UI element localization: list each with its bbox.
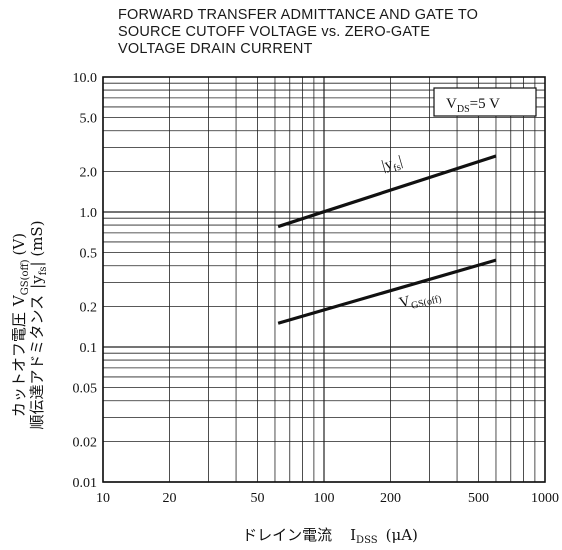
plot-frame <box>102 76 546 483</box>
y-tick-label: 5.0 <box>80 112 98 127</box>
y-axis-label-line-2-symbol: |y <box>28 275 46 289</box>
condition-box: VDS=5 V <box>433 87 537 117</box>
series-label-yfs-symbol: |y <box>380 156 395 174</box>
series-label-yfs: |yfs| <box>380 153 405 177</box>
chart-title-line-1: FORWARD TRANSFER ADMITTANCE AND GATE TO <box>118 7 479 23</box>
x-tick-label: 20 <box>163 491 177 506</box>
y-axis-label-line-2-jp: 順伝達アドミタンス <box>28 295 46 430</box>
y-tick-label: 0.05 <box>73 382 98 397</box>
x-axis-label-subscript: DSS <box>356 535 378 546</box>
y-axis-label-line-1-symbol: V <box>10 294 28 307</box>
series-line-yfs <box>277 154 497 229</box>
x-tick-label: 200 <box>380 491 401 506</box>
y-axis-label-line-1-unit: (V) <box>10 233 28 256</box>
condition-subscript: DS <box>457 104 470 115</box>
y-tick-label: 1.0 <box>80 206 98 221</box>
series-label-yfs-subscript: fs <box>392 162 402 175</box>
x-tick-label: 100 <box>314 491 335 506</box>
grid-layer <box>102 77 545 483</box>
x-axis-label-symbol: I <box>350 526 356 544</box>
y-tick-label: 0.1 <box>80 341 98 356</box>
tick-label-layer: 10 20 50 100 200 500 1000 10.0 5.0 2.0 1.0 0.5 0.2 0.… <box>73 71 560 506</box>
x-tick-label: 10 <box>96 491 110 506</box>
x-tick-label: 500 <box>468 491 489 506</box>
x-axis-label-unit: (μA) <box>386 526 418 544</box>
y-tick-label: 0.01 <box>73 476 98 491</box>
series-label-vgsoff-subscript: GS(off) <box>410 294 443 312</box>
x-tick-label: 1000 <box>531 491 559 506</box>
y-tick-label: 10.0 <box>73 71 98 86</box>
series-line-vgsoff <box>277 258 497 325</box>
series-label-yfs-text: |yfs| <box>380 153 405 177</box>
y-axis-label-line-2-subscript: fs <box>38 266 49 275</box>
y-axis-label-line-2: 順伝達アドミタンス |yfs| (mS) <box>28 220 49 429</box>
series-label-yfs-end: | <box>397 153 404 169</box>
y-axis-label: カットオフ電圧 VGS(off) (V) 順伝達アドミタンス |yfs| (mS) <box>10 220 49 429</box>
y-axis-label-line-2-unit: | (mS) <box>28 220 46 266</box>
chart-title-line-3: VOLTAGE DRAIN CURRENT <box>118 41 313 57</box>
series-layer <box>277 154 497 325</box>
series-label-vgsoff-symbol: V <box>398 293 413 311</box>
x-tick-label: 50 <box>250 491 264 506</box>
condition-value: =5 V <box>470 96 500 112</box>
condition-symbol: V <box>446 96 457 112</box>
y-tick-label: 2.0 <box>80 165 98 180</box>
y-tick-label: 0.02 <box>73 435 98 450</box>
y-axis-label-line-1-jp: カットオフ電圧 <box>10 312 28 417</box>
x-axis-label-jp: ドレイン電流 <box>242 526 332 544</box>
y-axis-label-line-1: カットオフ電圧 VGS(off) (V) <box>10 233 31 417</box>
y-tick-label: 0.2 <box>80 300 98 315</box>
condition-box-frame <box>433 87 537 117</box>
series-label-vgsoff-text: VGS(off) <box>398 286 443 315</box>
chart-title-line-2: SOURCE CUTOFF VOLTAGE vs. ZERO-GATE <box>118 24 431 40</box>
chart-title: FORWARD TRANSFER ADMITTANCE AND GATE TO … <box>118 7 558 58</box>
y-axis-label-line-1-subscript: GS(off) <box>20 259 31 295</box>
y-tick-label: 0.5 <box>80 247 98 262</box>
series-label-vgsoff: VGS(off) <box>398 286 443 315</box>
condition-text: VDS=5 V <box>446 96 500 115</box>
x-axis-label: ドレイン電流 IDSS (μA) <box>242 526 418 546</box>
x-axis-label-text: ドレイン電流 IDSS (μA) <box>242 526 418 546</box>
